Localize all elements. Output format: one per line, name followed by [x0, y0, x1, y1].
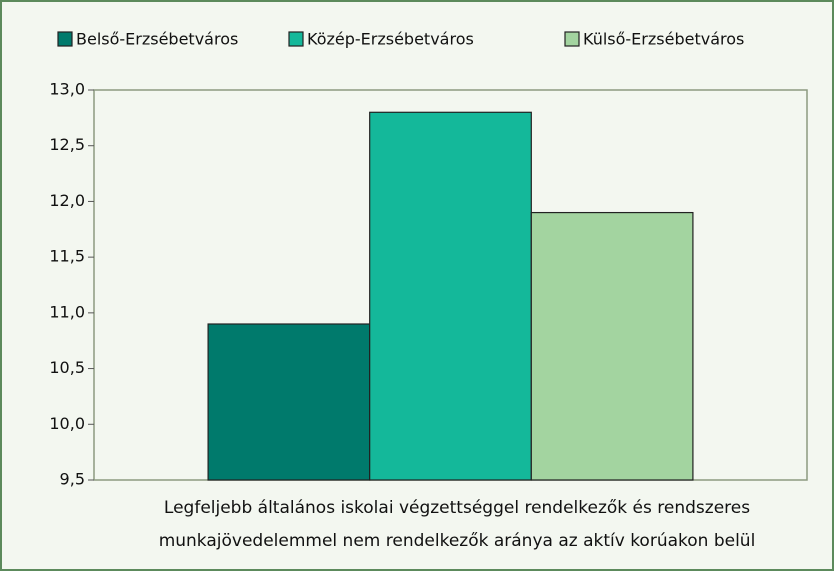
bar: [369, 111, 532, 481]
y-tick-label: 11,0: [49, 302, 85, 321]
legend-label: Belső-Erzsébetváros: [76, 30, 238, 49]
y-tick-label: 10,0: [49, 414, 85, 433]
y-tick-label: 11,5: [49, 247, 85, 266]
y-tick-label: 9,5: [60, 470, 85, 489]
legend-swatch: [288, 31, 304, 47]
category-label: Legfeljebb általános iskolai végzettségg…: [158, 498, 756, 551]
legend-swatch: [564, 31, 580, 47]
bar: [530, 211, 694, 481]
legend-label: Külső-Erzsébetváros: [583, 30, 744, 49]
legend-label: Közép-Erzsébetváros: [307, 30, 474, 49]
legend-swatch: [57, 31, 73, 47]
bar: [207, 323, 371, 481]
y-tick-label: 13,0: [49, 80, 85, 99]
y-tick-label: 12,5: [49, 135, 85, 154]
y-tick-label: 12,0: [49, 191, 85, 210]
y-tick-label: 10,5: [49, 358, 85, 377]
